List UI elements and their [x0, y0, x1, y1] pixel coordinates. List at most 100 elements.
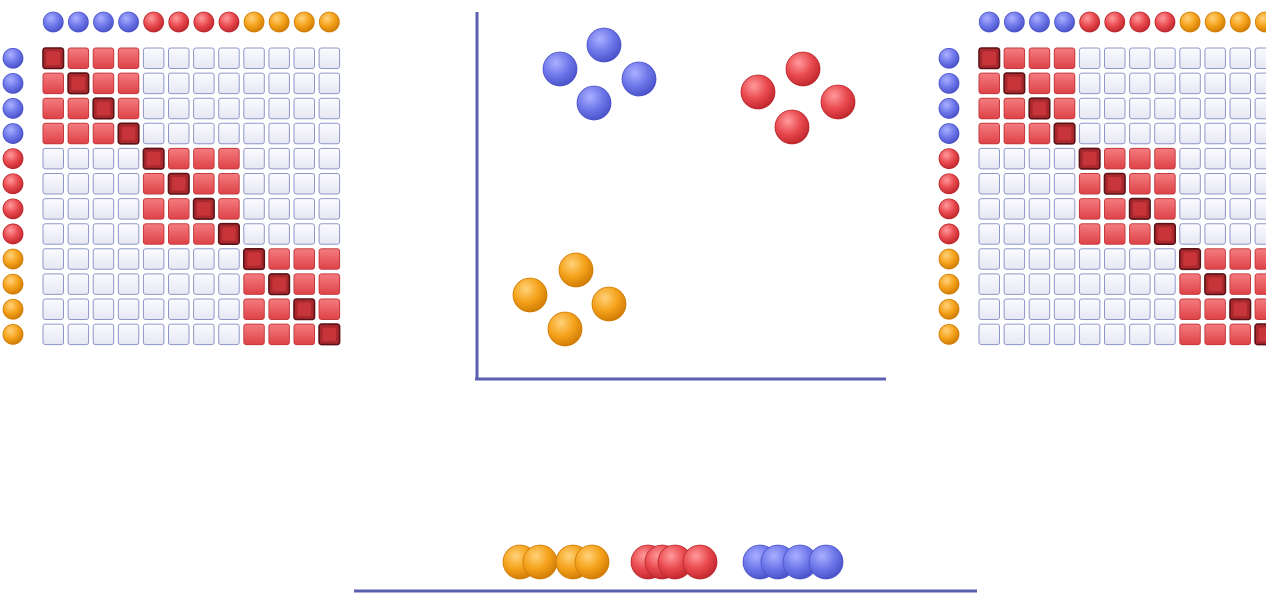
matrix-cell-diagonal-inner	[297, 302, 311, 316]
scatter-point-orange	[558, 252, 594, 288]
matrix-cell-empty	[1078, 323, 1101, 346]
matrix-cell-empty	[268, 198, 290, 220]
matrix-cell-diagonal-inner	[172, 177, 186, 191]
scatter-point-blue	[542, 51, 578, 87]
matrix-cell-empty	[1104, 273, 1126, 295]
matrix-cell-similar	[42, 72, 64, 95]
matrix-cell-similar	[1003, 97, 1026, 120]
matrix-cell-empty	[1028, 273, 1051, 295]
matrix-cell-similar	[1154, 173, 1176, 195]
scatter-point-red	[820, 84, 856, 120]
matrix-cell-diagonal-inner	[197, 202, 211, 216]
matrix-cell-empty	[1129, 298, 1151, 320]
scatter-point-orange	[591, 286, 627, 322]
matrix-cell-empty	[42, 248, 64, 270]
matrix-cell-empty	[293, 97, 315, 120]
scatter-2d-panel	[475, 12, 886, 381]
matrix-row-marker	[2, 223, 24, 245]
matrix-cell-empty	[1003, 223, 1026, 245]
matrix-cell-similar	[1053, 47, 1076, 69]
matrix-cell-empty	[117, 147, 140, 170]
matrix-cell-similar	[1254, 273, 1266, 295]
matrix-cell-empty	[1053, 223, 1076, 245]
matrix-column-marker	[1179, 11, 1201, 33]
matrix-cell-similar	[293, 273, 315, 295]
matrix-cell-empty	[1254, 72, 1266, 95]
matrix-cell-empty	[243, 47, 265, 69]
matrix-cell-empty	[67, 173, 90, 195]
matrix-column-marker	[218, 11, 240, 33]
matrix-cell-empty	[243, 122, 265, 145]
matrix-cell-empty	[1254, 173, 1266, 195]
matrix-cell-empty	[1204, 97, 1226, 120]
matrix-cell-empty	[1154, 122, 1176, 145]
matrix-cell-empty	[67, 323, 90, 346]
matrix-cell-empty	[1204, 147, 1226, 170]
scatter-point-blue	[576, 85, 612, 121]
matrix-column-marker	[1154, 11, 1176, 33]
matrix-cell-empty	[218, 47, 240, 69]
matrix-cell-empty	[1229, 47, 1251, 69]
matrix-row-marker	[938, 223, 960, 245]
matrix-cell-empty	[1254, 122, 1266, 145]
matrix-cell-empty	[268, 223, 290, 245]
matrix-cell-empty	[92, 198, 115, 220]
matrix-cell-similar	[218, 198, 240, 220]
matrix-row-marker	[2, 148, 24, 170]
matrix-cell-empty	[1254, 223, 1266, 245]
matrix-row-marker	[2, 173, 24, 195]
matrix-column-marker	[1054, 11, 1075, 33]
matrix-cell-empty	[1129, 273, 1151, 295]
matrix-cell-similar	[243, 323, 265, 346]
matrix-cell-empty	[318, 72, 341, 95]
matrix-cell-similar	[67, 47, 90, 69]
matrix-cell-empty	[1053, 323, 1076, 346]
line-point-orange	[574, 544, 610, 580]
matrix-cell-empty	[1028, 248, 1051, 270]
matrix-cell-empty	[1179, 97, 1201, 120]
matrix-cell-empty	[1229, 198, 1251, 220]
scatter-point-orange	[512, 277, 548, 313]
matrix-cell-empty	[168, 47, 190, 69]
matrix-cell-diagonal-inner	[1158, 227, 1172, 241]
matrix-cell-empty	[1053, 198, 1076, 220]
matrix-cell-diagonal-inner	[222, 227, 236, 241]
matrix-column-marker	[1079, 11, 1101, 33]
matrix-cell-empty	[67, 298, 90, 320]
matrix-cell-empty	[168, 97, 190, 120]
matrix-cell-empty	[42, 147, 64, 170]
matrix-cell-empty	[268, 122, 290, 145]
matrix-cell-similar	[1053, 72, 1076, 95]
matrix-cell-similar	[1129, 173, 1151, 195]
matrix-column-marker	[1254, 11, 1266, 33]
matrix-cell-empty	[1129, 97, 1151, 120]
matrix-cell-empty	[42, 323, 64, 346]
matrix-column-marker	[67, 11, 89, 33]
matrix-cell-similar	[1204, 298, 1226, 320]
matrix-row-marker	[2, 98, 24, 119]
matrix-cell-empty	[218, 273, 240, 295]
matrix-cell-empty	[1078, 97, 1101, 120]
matrix-cell-empty	[1104, 72, 1126, 95]
line-point-red	[682, 544, 718, 580]
matrix-cell-similar	[218, 147, 240, 170]
matrix-cell-similar	[318, 273, 341, 295]
matrix-cell-empty	[142, 323, 165, 346]
matrix-cell-empty	[243, 223, 265, 245]
matrix-cell-similar	[243, 298, 265, 320]
matrix-cell-empty	[293, 72, 315, 95]
matrix-cell-similar	[117, 47, 140, 69]
matrix-cell-empty	[978, 298, 1000, 320]
matrix-cell-similar	[293, 323, 315, 346]
matrix-cell-similar	[168, 223, 190, 245]
matrix-cell-empty	[1078, 273, 1101, 295]
matrix-column-marker	[1029, 11, 1050, 33]
scatter-point-blue	[621, 61, 657, 97]
matrix-cell-similar	[1104, 147, 1126, 170]
matrix-cell-similar	[1028, 47, 1051, 69]
matrix-cell-diagonal-inner	[1133, 202, 1147, 216]
matrix-cell-similar	[1229, 248, 1251, 270]
matrix-row-marker	[2, 123, 24, 144]
matrix-cell-empty	[117, 273, 140, 295]
